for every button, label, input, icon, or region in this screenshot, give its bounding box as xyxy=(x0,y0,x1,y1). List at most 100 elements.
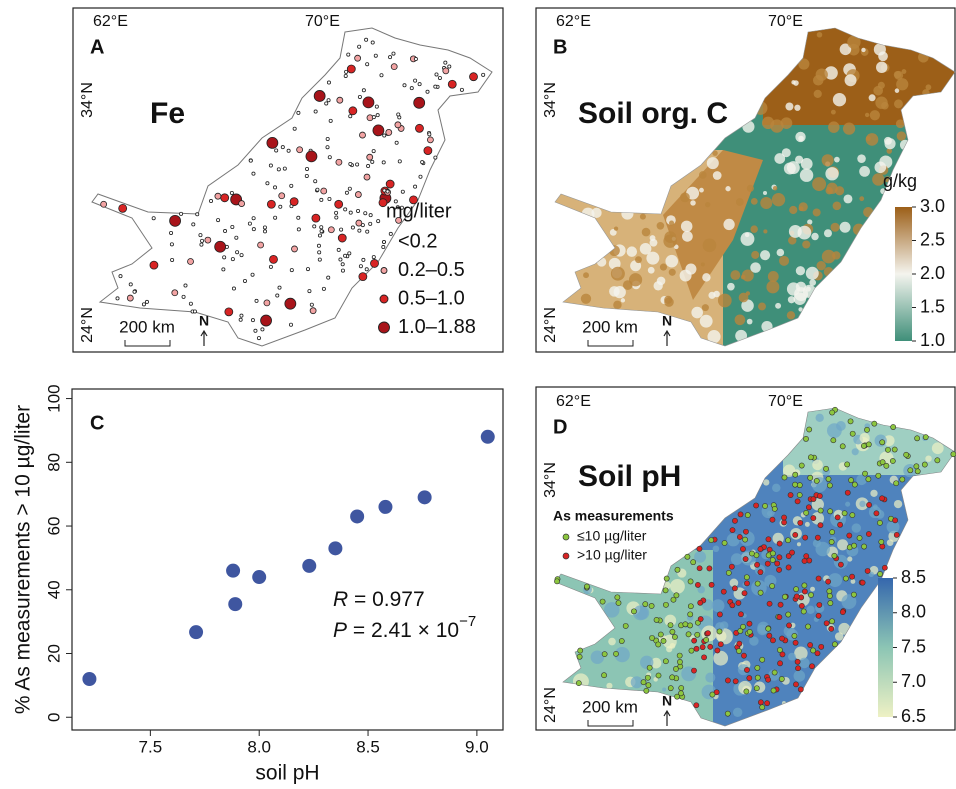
sample-dot xyxy=(554,578,560,585)
sample-dot xyxy=(740,623,746,630)
sample-dot xyxy=(313,179,318,184)
map-texture xyxy=(750,225,758,233)
sample-dot xyxy=(409,195,418,205)
sample-dot xyxy=(685,631,692,638)
sample-dot xyxy=(268,163,273,168)
point xyxy=(350,509,365,524)
sample-dot xyxy=(132,289,137,294)
map-panel: 62°E 70°E 34°N 24°N D Soil pH 200 km N As measur… xyxy=(542,393,956,727)
sample-dot xyxy=(765,536,772,543)
sample-dot xyxy=(742,556,749,562)
longitude-label: 62°E xyxy=(556,393,591,410)
map-texture xyxy=(750,262,761,273)
map-texture xyxy=(826,423,842,439)
sample-dot xyxy=(239,253,244,258)
sample-dot xyxy=(830,437,837,444)
map-texture xyxy=(843,194,853,204)
plot-frame xyxy=(71,388,504,731)
colorbar xyxy=(878,578,893,717)
sample-dot xyxy=(379,73,384,78)
sample-dot xyxy=(765,625,772,632)
sample-dot xyxy=(846,532,853,539)
map-texture xyxy=(863,207,874,218)
sample-dot xyxy=(615,600,622,606)
map-texture xyxy=(798,58,810,70)
map-texture xyxy=(741,269,754,282)
sample-dot xyxy=(662,587,669,594)
sample-dot xyxy=(667,685,674,692)
sample-dot xyxy=(801,582,808,589)
sample-dot xyxy=(810,515,817,521)
map-texture xyxy=(713,290,720,298)
sample-dot xyxy=(291,245,298,253)
map-texture xyxy=(806,605,815,614)
sample-dot xyxy=(781,474,788,481)
sample-dot xyxy=(742,536,749,543)
scale-bar xyxy=(587,340,634,347)
map-texture xyxy=(876,61,888,74)
sample-dot xyxy=(220,193,230,203)
map-texture xyxy=(674,244,679,250)
map-texture xyxy=(614,646,630,663)
sample-dot xyxy=(798,602,805,609)
sample-dot xyxy=(364,267,369,272)
sample-dot xyxy=(355,162,360,167)
sample-dot xyxy=(340,262,345,267)
sample-dot xyxy=(825,476,832,482)
sample-dot xyxy=(277,285,282,290)
sample-dot xyxy=(358,264,363,269)
longitude-label: 70°E xyxy=(768,393,803,410)
sample-dot xyxy=(741,652,747,659)
map-texture xyxy=(753,101,768,115)
map-texture xyxy=(680,220,693,233)
sample-dot xyxy=(292,126,297,131)
sample-dot xyxy=(327,155,332,160)
map-texture xyxy=(788,225,802,238)
sample-dot xyxy=(357,228,362,233)
sample-dot xyxy=(810,647,816,654)
sample-dot xyxy=(276,167,281,172)
sample-dot xyxy=(395,216,403,224)
sample-dot xyxy=(696,565,703,572)
sample-dot xyxy=(746,675,753,681)
map-texture xyxy=(608,257,621,270)
sample-dot xyxy=(169,230,174,235)
sample-dot xyxy=(803,553,810,560)
map-texture xyxy=(781,148,791,158)
sample-dot xyxy=(877,571,883,577)
map-texture xyxy=(741,299,754,312)
sample-dot xyxy=(254,298,259,303)
sample-dot xyxy=(834,514,841,521)
sample-dot xyxy=(371,149,376,154)
map-texture xyxy=(813,89,822,98)
map-texture xyxy=(763,229,768,234)
sample-dot xyxy=(280,145,285,150)
map-texture xyxy=(580,293,592,304)
map-texture xyxy=(664,614,677,627)
sample-dot xyxy=(278,204,283,209)
sample-dot xyxy=(388,55,393,60)
point xyxy=(226,563,241,578)
sample-dot xyxy=(754,665,761,671)
sample-dot xyxy=(373,53,378,58)
map-texture xyxy=(825,167,839,181)
map-texture xyxy=(680,192,690,203)
map-texture xyxy=(771,193,786,207)
sample-dot xyxy=(670,596,677,603)
map-texture xyxy=(639,242,652,255)
latitude-label: 34°N xyxy=(79,82,96,118)
y-axis-title: % As measurements > 10 µg/liter xyxy=(12,405,35,714)
sample-dot xyxy=(275,293,280,298)
sample-dot xyxy=(334,215,339,220)
sample-dot xyxy=(776,554,783,561)
north-label: N xyxy=(662,313,672,329)
map-texture xyxy=(842,122,856,135)
sample-dot xyxy=(663,601,669,608)
sample-dot xyxy=(847,418,854,425)
sample-dot xyxy=(327,197,332,202)
sample-dot xyxy=(425,89,430,94)
map-texture xyxy=(810,586,815,592)
scale-label: 200 km xyxy=(582,317,638,336)
sample-dot xyxy=(690,559,697,566)
